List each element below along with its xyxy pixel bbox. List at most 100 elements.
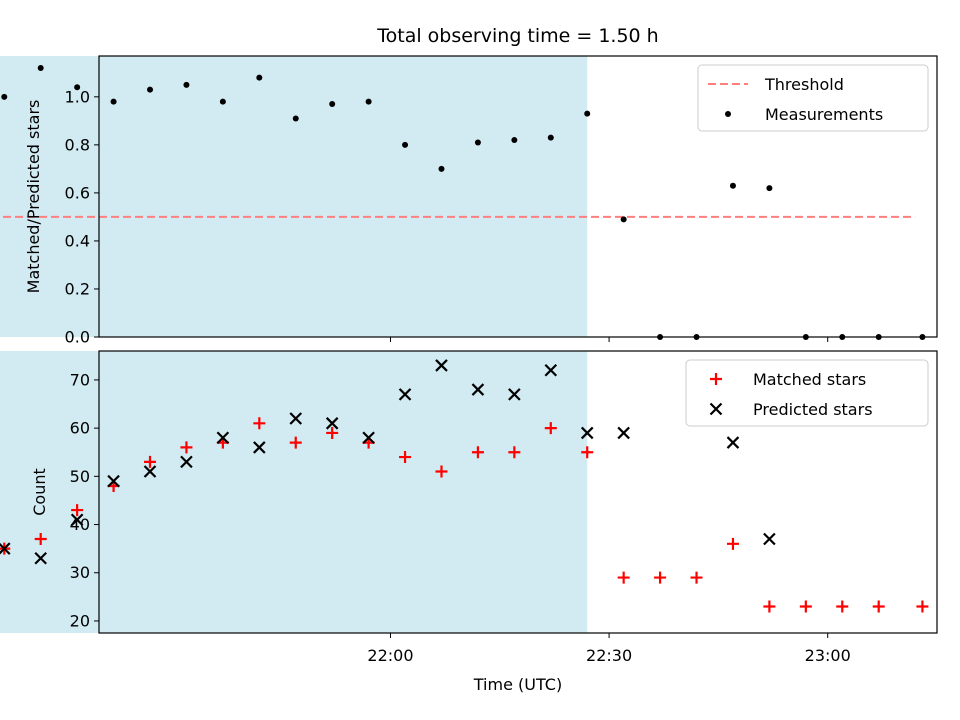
data-point (143, 465, 157, 478)
data-point (256, 74, 263, 81)
plot-frame (98, 55, 938, 338)
series-measurements (1, 65, 926, 340)
data-point (253, 417, 266, 430)
plot-frame (98, 350, 938, 634)
count-panel: 20304050607022:0022:3023:0023:3000:00Cou… (0, 350, 938, 665)
observing-window (0, 56, 588, 337)
data-point (144, 455, 157, 468)
data-point (511, 137, 518, 144)
data-point (289, 436, 302, 449)
legend-label: Threshold (764, 75, 844, 94)
data-point (107, 474, 120, 488)
data-point (435, 465, 448, 478)
legend-swatch (709, 402, 723, 416)
y-tick-label: 0.6 (65, 183, 90, 202)
data-point (617, 571, 630, 584)
data-point (1, 93, 8, 100)
data-point (180, 455, 193, 469)
data-point (329, 101, 336, 108)
data-point (289, 412, 303, 425)
ratio-panel: 0.0 0.2 0.4 0.6 0.8 1.0 Matched/Predicted star… (0, 55, 938, 347)
data-point (729, 182, 736, 189)
data-point (219, 98, 226, 105)
y-tick-label: 40 (70, 515, 90, 534)
data-point (325, 417, 339, 430)
data-point (581, 446, 594, 459)
data-point (438, 165, 445, 172)
legend: Matched stars Predicted stars (685, 359, 929, 427)
data-point (435, 359, 448, 372)
data-point (362, 431, 375, 445)
data-point (508, 388, 521, 401)
data-point (544, 422, 557, 435)
y-axis-label: Matched/Predicted stars (24, 100, 43, 294)
data-point (183, 81, 190, 88)
data-point (508, 446, 521, 459)
data-point (654, 571, 667, 584)
y-axis-label: Count (30, 468, 49, 516)
y-tick-label: 0.8 (65, 135, 90, 154)
legend-swatch (725, 111, 731, 117)
y-tick-label: 0.0 (65, 328, 90, 347)
y-tick-label: 20 (70, 611, 90, 630)
y-tick-label: 60 (70, 419, 90, 438)
data-point (617, 426, 630, 440)
data-point (180, 441, 193, 454)
data-point (399, 451, 412, 464)
data-point (620, 216, 627, 223)
data-point (836, 600, 849, 613)
data-point (34, 533, 47, 545)
data-point (0, 542, 11, 555)
data-point (216, 431, 230, 445)
data-point (763, 532, 776, 546)
data-point (544, 364, 558, 377)
data-point (872, 600, 885, 613)
data-point (584, 110, 591, 117)
series-matched-stars (0, 417, 929, 613)
y-tick-label: 30 (70, 563, 90, 582)
legend-label: Predicted stars (753, 400, 873, 419)
legend-box (685, 359, 929, 427)
data-point (916, 600, 929, 613)
data-point (326, 426, 339, 439)
data-point (71, 504, 84, 517)
data-point (253, 441, 266, 454)
series-predicted-stars (0, 359, 776, 565)
x-axis-label: Time (UTC) (473, 675, 562, 694)
y-tick-label: 50 (70, 467, 90, 486)
x-tick-label: 22:00 (367, 646, 413, 665)
data-point (147, 86, 154, 93)
x-tick-label: 22:30 (586, 646, 632, 665)
data-point (70, 513, 84, 526)
data-point (799, 600, 812, 613)
data-point (34, 552, 47, 565)
data-point (763, 600, 776, 613)
data-point (547, 134, 554, 141)
y-tick-label: 1.0 (65, 87, 90, 106)
data-point (474, 139, 481, 146)
legend-label: Measurements (765, 105, 883, 124)
y-tick-label: 0.4 (65, 231, 90, 250)
data-point (292, 115, 299, 122)
observing-window (0, 351, 588, 633)
data-point (398, 388, 412, 401)
data-point (726, 537, 739, 550)
x-tick-label: 23:00 (805, 646, 851, 665)
y-tick-label: 0.2 (65, 279, 90, 298)
legend-label: Matched stars (753, 370, 866, 389)
data-point (690, 571, 703, 584)
chart-title: Total observing time = 1.50 h (376, 25, 658, 47)
data-point (110, 98, 117, 105)
y-tick-label: 70 (70, 370, 90, 389)
data-point (365, 98, 372, 105)
data-point (74, 84, 81, 91)
legend-swatch (710, 373, 722, 385)
data-point (726, 436, 740, 449)
data-point (402, 141, 409, 148)
data-point (37, 65, 44, 72)
data-point (471, 446, 484, 459)
legend-box (697, 64, 929, 132)
data-point (580, 426, 594, 440)
legend: Threshold Measurements (697, 64, 929, 132)
